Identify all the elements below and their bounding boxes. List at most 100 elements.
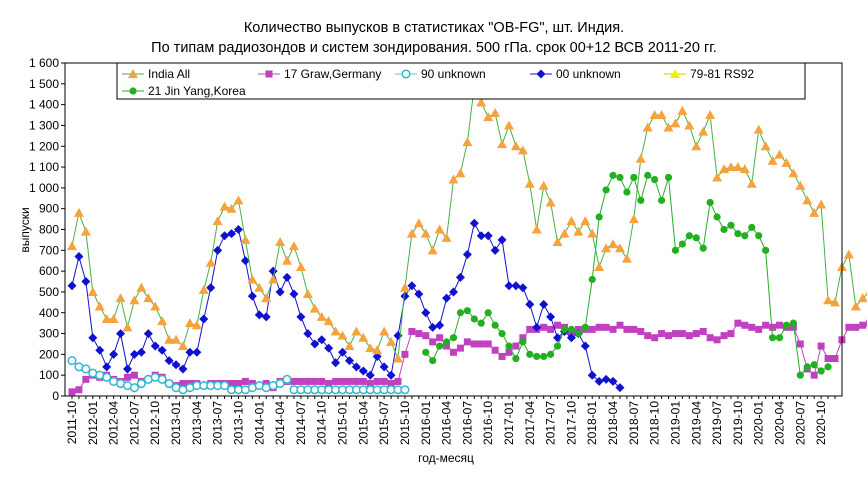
data-point — [790, 320, 797, 327]
data-point — [693, 234, 700, 241]
data-point — [811, 372, 818, 379]
y-tick-label: 700 — [39, 243, 59, 257]
x-tick-label: 2015-07 — [377, 401, 391, 445]
data-point — [665, 174, 672, 181]
data-point — [651, 176, 658, 183]
data-point — [818, 343, 825, 350]
data-point — [505, 342, 512, 349]
data-point — [457, 309, 464, 316]
data-point — [485, 309, 492, 316]
data-point — [242, 378, 249, 385]
x-tick-label: 2018-10 — [648, 401, 662, 445]
data-point — [603, 324, 610, 331]
data-point — [713, 213, 720, 220]
data-point — [610, 326, 617, 333]
legend-label: 90 unknown — [421, 67, 486, 81]
x-tick-label: 2015-01 — [336, 401, 350, 445]
legend-label: 79-81 RS92 — [690, 67, 754, 81]
data-point — [637, 328, 644, 335]
data-point — [762, 247, 769, 254]
data-point — [498, 330, 505, 337]
data-point — [422, 349, 429, 356]
data-point — [464, 307, 471, 314]
x-tick-label: 2012-07 — [127, 401, 141, 445]
x-tick-label: 2018-01 — [585, 401, 599, 445]
data-point — [741, 232, 748, 239]
data-point — [720, 226, 727, 233]
data-point — [727, 330, 734, 337]
data-point — [700, 328, 707, 335]
data-point — [630, 326, 637, 333]
data-point — [776, 334, 783, 341]
data-point — [402, 70, 410, 78]
y-tick-label: 1 600 — [29, 56, 59, 70]
x-tick-label: 2014-07 — [294, 401, 308, 445]
data-point — [478, 340, 485, 347]
legend-label: 17 Graw,Germany — [284, 67, 381, 81]
data-point — [360, 378, 367, 385]
x-tick-label: 2013-07 — [211, 401, 225, 445]
data-point — [485, 340, 492, 347]
data-point — [734, 320, 741, 327]
x-tick-label: 2019-01 — [668, 401, 682, 445]
y-tick-label: 800 — [39, 223, 59, 237]
x-tick-label: 2016-01 — [419, 401, 433, 445]
x-tick-label: 2018-07 — [627, 401, 641, 445]
x-tick-label: 2019-07 — [710, 401, 724, 445]
data-point — [748, 224, 755, 231]
x-tick-label: 2017-10 — [564, 401, 578, 445]
x-tick-label: 2017-01 — [502, 401, 516, 445]
y-tick-label: 1 500 — [29, 77, 59, 91]
x-tick-label: 2012-04 — [107, 401, 121, 445]
y-tick-label: 500 — [39, 285, 59, 299]
data-point — [457, 345, 464, 352]
data-point — [395, 378, 402, 385]
y-tick-label: 100 — [39, 368, 59, 382]
data-point — [755, 232, 762, 239]
data-point — [68, 357, 76, 365]
data-point — [721, 332, 728, 339]
data-point — [852, 324, 859, 331]
data-point — [499, 353, 506, 360]
data-point — [623, 326, 630, 333]
y-tick-label: 400 — [39, 306, 59, 320]
data-point — [450, 349, 457, 356]
data-point — [429, 357, 436, 364]
data-point — [623, 188, 630, 195]
data-point — [741, 322, 748, 329]
data-point — [658, 330, 665, 337]
data-point — [651, 334, 658, 341]
data-point — [69, 388, 76, 395]
legend-label: India All — [148, 67, 190, 81]
data-point — [700, 245, 707, 252]
data-point — [686, 332, 693, 339]
x-tick-label: 2018-04 — [606, 401, 620, 445]
y-tick-label: 900 — [39, 202, 59, 216]
data-point — [714, 336, 721, 343]
data-point — [609, 172, 616, 179]
data-point — [603, 186, 610, 193]
data-point — [283, 376, 291, 384]
data-point — [533, 353, 540, 360]
data-point — [124, 374, 131, 381]
y-tick-label: 1 000 — [29, 181, 59, 195]
data-point — [672, 330, 679, 337]
data-point — [693, 330, 700, 337]
data-point — [630, 174, 637, 181]
data-point — [540, 353, 547, 360]
data-point — [679, 240, 686, 247]
x-tick-label: 2017-07 — [544, 401, 558, 445]
data-point — [353, 378, 360, 385]
x-tick-label: 2019-10 — [731, 401, 745, 445]
y-axis-label: выпуски — [18, 207, 32, 252]
data-point — [464, 338, 471, 345]
data-point — [311, 378, 318, 385]
x-tick-label: 2013-04 — [190, 401, 204, 445]
x-tick-label: 2016-04 — [440, 401, 454, 445]
data-point — [561, 326, 568, 333]
x-tick-label: 2014-04 — [273, 401, 287, 445]
data-point — [845, 324, 852, 331]
y-tick-label: 600 — [39, 264, 59, 278]
data-point — [519, 338, 526, 345]
data-point — [332, 378, 339, 385]
